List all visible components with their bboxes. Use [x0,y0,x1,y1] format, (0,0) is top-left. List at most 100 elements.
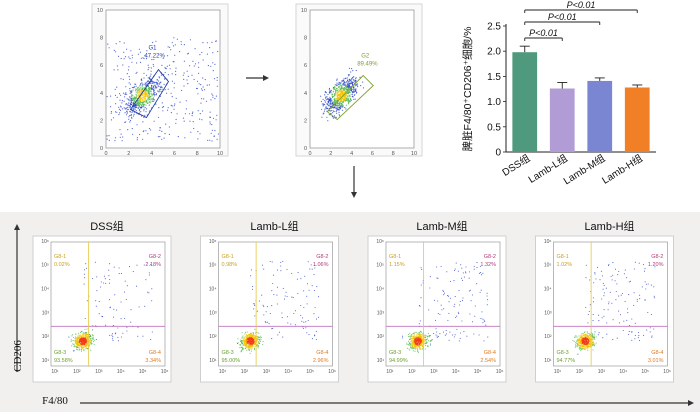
scatter-point [326,116,328,118]
scatter-point [250,350,252,352]
scatter-point [145,81,148,83]
scatter-point [118,114,120,116]
scatter-point [324,91,326,93]
scatter-point [241,337,243,339]
scatter-point [605,287,607,289]
scatter-point [155,93,158,95]
x-tick-label: DSS组 [500,152,533,179]
bar [624,87,650,152]
scatter-point [71,335,73,337]
scatter-point [592,345,594,347]
scatter-point [300,278,302,280]
scatter-point [329,110,331,112]
scatter-point [78,341,80,343]
scatter-point [176,113,178,115]
scatter-point [92,337,94,339]
scatter-point [106,138,108,140]
scatter-point [122,332,124,334]
scatter-point [276,294,278,296]
gate-name: G1 [148,46,157,52]
scatter-point [595,336,597,338]
scatter-point [419,331,421,333]
significance-label: P<0.01 [529,28,558,38]
scatter-point [239,339,241,341]
scatter-point [332,96,334,98]
scatter-point [336,112,338,114]
quadrant-4-name: G8-4 [316,350,328,356]
scatter-point [249,346,251,348]
scatter-point [79,338,81,341]
scatter-point [437,313,439,315]
scatter-point [331,109,333,111]
scatter-point [649,331,651,333]
scatter-point [349,83,351,85]
scatter-point [155,87,157,89]
scatter-point [116,86,118,88]
scatter-point [153,65,155,67]
scatter-point [81,346,83,348]
scatter-point [141,85,143,87]
scatter-point [131,94,133,96]
scatter-point [209,123,211,125]
scatter-point [344,94,346,96]
scatter-point [481,311,483,313]
y-tick-label: 6 [304,63,307,69]
scatter-point [256,310,258,312]
scatter-point [353,78,355,81]
x-tick-label: 10⁵ [139,369,147,375]
scatter-point [429,341,431,343]
scatter-point [116,96,118,98]
scatter-point [114,294,116,296]
scatter-point [115,103,117,105]
quadrant-3-name: G8-3 [54,350,66,356]
scatter-point [282,336,284,338]
scatter-point [324,103,326,106]
scatter-point [415,333,417,335]
scatter-point [340,90,342,92]
scatter-point [417,350,419,352]
scatter-point [269,260,271,263]
scatter-point [83,343,85,345]
scatter-point [346,94,348,96]
scatter-point [137,91,139,93]
x-tick-label: 10⁵ [306,369,314,375]
scatter-point [246,331,248,333]
scatter-point [245,336,247,338]
scatter-point [258,342,261,345]
x-tick-label: 10² [241,369,249,375]
scatter-point [314,264,316,266]
scatter-point [72,336,75,338]
scatter-point [137,326,139,328]
scatter-point [409,338,411,340]
scatter-point [109,263,111,265]
scatter-point [315,330,317,332]
scatter-point [591,339,593,341]
scatter-point [334,100,336,102]
scatter-point [132,115,135,117]
scatter-point [263,314,265,316]
scatter-point [347,80,349,83]
scatter-point [480,318,482,320]
scatter-point [402,335,404,337]
scatter-point [342,97,344,99]
scatter-point [89,340,91,342]
scatter-point [408,334,410,336]
scatter-point [81,331,83,333]
scatter-point [135,88,137,90]
scatter-point [271,305,273,307]
scatter-point [139,87,142,89]
scatter-point [241,349,243,351]
scatter-point [133,99,136,101]
scatter-point [330,99,332,101]
scatter-point [469,313,471,315]
scatter-point [93,343,95,345]
scatter-point [591,333,594,336]
scatter-point [209,47,211,49]
scatter-point [420,341,422,343]
scatter-point [341,109,344,111]
scatter-point [85,336,87,338]
scatter-point [153,86,155,88]
scatter-point [250,333,252,335]
scatter-point [476,283,478,285]
scatter-point [118,273,120,275]
